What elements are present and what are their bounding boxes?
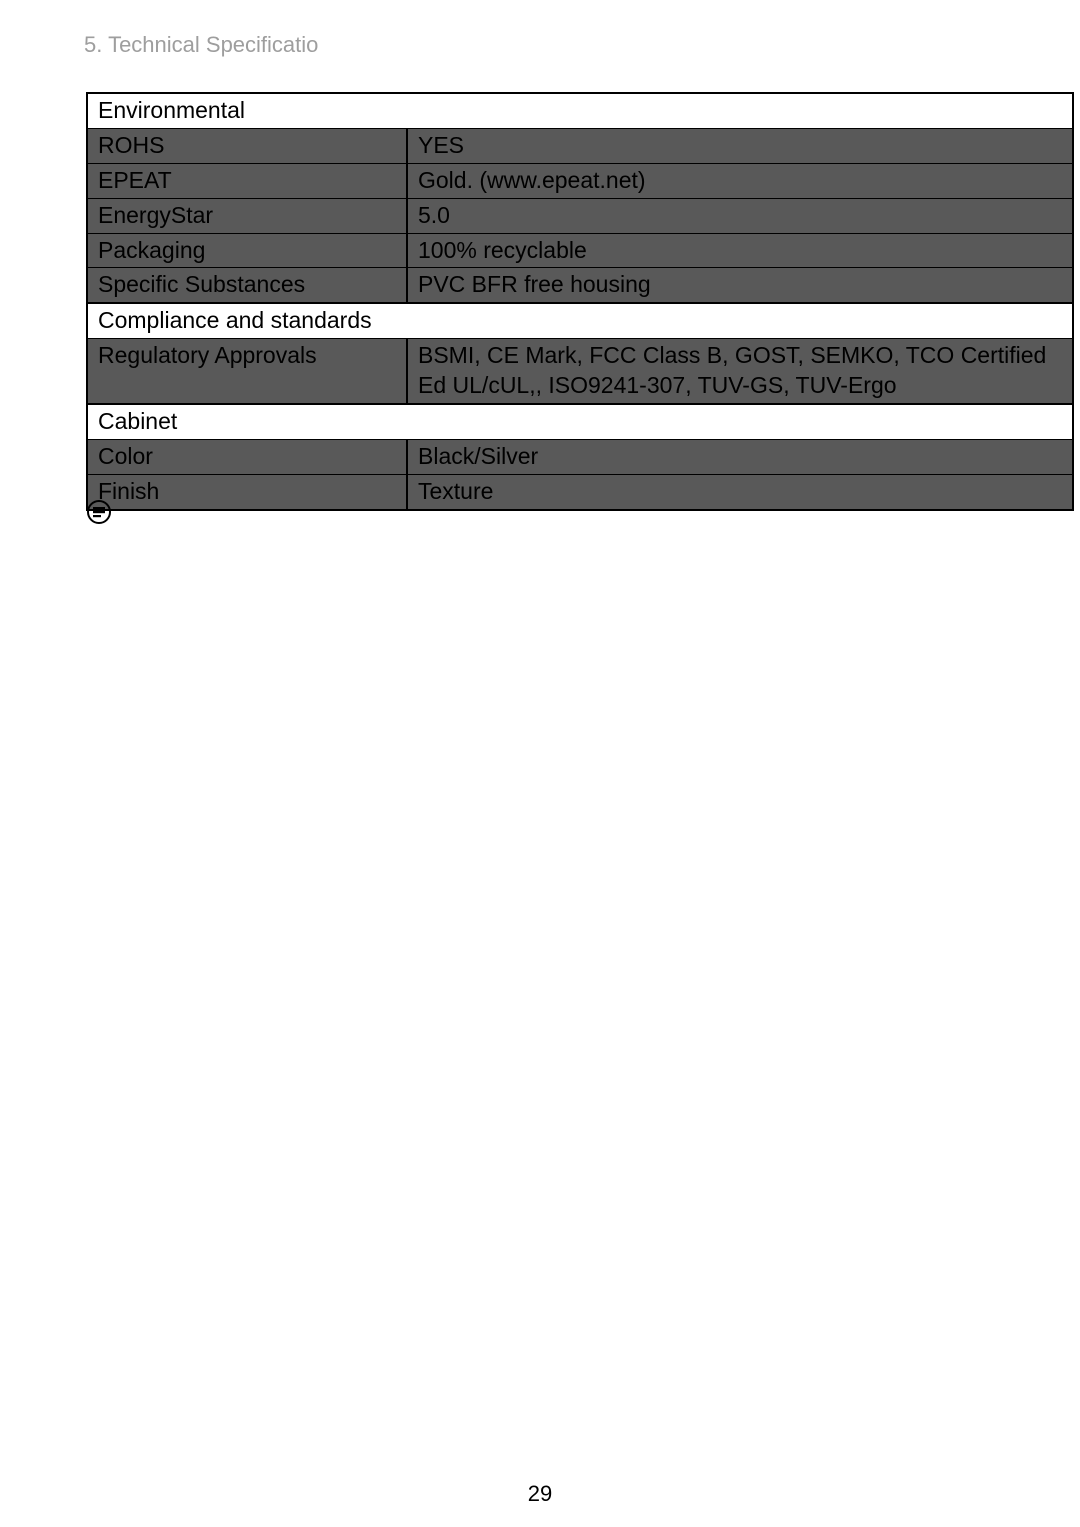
table-row: Specific Substances PVC BFR free housing: [87, 268, 1073, 303]
page-number: 29: [0, 1481, 1080, 1507]
section-header: Compliance and standards: [87, 303, 1073, 338]
spec-value: Gold. (www.epeat.net): [407, 163, 1073, 198]
section-header: Cabinet: [87, 404, 1073, 439]
table-row: EnergyStar 5.0: [87, 198, 1073, 233]
spec-label: EPEAT: [87, 163, 407, 198]
section-header: Environmental: [87, 93, 1073, 128]
spec-table: Environmental ROHS YES EPEAT Gold. (www.…: [86, 92, 1074, 511]
section-header-bar: 5. Technical Specificatio: [78, 28, 328, 60]
table-row: Packaging 100% recyclable: [87, 233, 1073, 268]
spec-label: ROHS: [87, 128, 407, 163]
table-row: Finish Texture: [87, 474, 1073, 509]
note-icon: [86, 499, 112, 525]
spec-label: EnergyStar: [87, 198, 407, 233]
spec-value: 100% recyclable: [407, 233, 1073, 268]
section-header-row: Compliance and standards: [87, 303, 1073, 338]
spec-value: BSMI, CE Mark, FCC Class B, GOST, SEMKO,…: [407, 339, 1073, 404]
spec-label: Specific Substances: [87, 268, 407, 303]
spec-value: 5.0: [407, 198, 1073, 233]
spec-label: Finish: [87, 474, 407, 509]
section-header-row: Cabinet: [87, 404, 1073, 439]
table-row: Color Black/Silver: [87, 439, 1073, 474]
section-header-text: 5. Technical Specificatio: [84, 32, 318, 57]
table-row: ROHS YES: [87, 128, 1073, 163]
spec-value: YES: [407, 128, 1073, 163]
spec-label: Color: [87, 439, 407, 474]
page-container: 5. Technical Specificatio Environmental …: [0, 0, 1080, 1527]
table-row: EPEAT Gold. (www.epeat.net): [87, 163, 1073, 198]
spec-value: PVC BFR free housing: [407, 268, 1073, 303]
spec-value: Texture: [407, 474, 1073, 509]
spec-value: Black/Silver: [407, 439, 1073, 474]
section-header-row: Environmental: [87, 93, 1073, 128]
spec-label: Packaging: [87, 233, 407, 268]
table-row: Regulatory Approvals BSMI, CE Mark, FCC …: [87, 339, 1073, 404]
spec-label: Regulatory Approvals: [87, 339, 407, 404]
